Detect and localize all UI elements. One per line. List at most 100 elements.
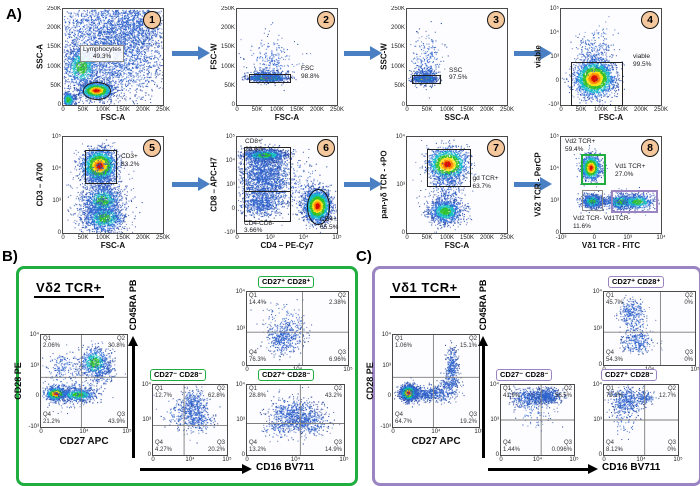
scatter-canvas [604,292,695,365]
x-axis-tick: 250K [653,106,668,113]
panel-a-label: A) [6,6,22,23]
x-axis-tick: 50K [421,234,433,241]
y-axis-tick: 10⁴ [29,332,39,338]
quadrant-label: Q4 13.2% [249,440,267,454]
quadrant-label: Q2 12.7% [658,386,676,399]
y-axis-tick: 0 [231,206,235,212]
quadrant-label: Q1 2.06% [43,336,61,349]
quadrant-label: Q4 54.3% [606,350,624,364]
y-axis-label: pan-γδ TCR - +PO [379,150,389,219]
y-axis-tick: 10³ [550,198,559,204]
gate-ellipse [306,188,330,226]
x-axis-tick: 10⁴ [656,234,666,241]
x-axis-tick: 200K [479,234,494,241]
scatter-canvas [153,385,227,455]
gating-step-badge: 5 [143,139,161,157]
quadrant-label: Q1 45.7% [606,293,624,306]
quadrant-label: Q3 14.9% [324,440,342,454]
gate-label: Vd1 TCR+ 27.0% [615,162,646,178]
gate-label: Vd2 TCR+ 59.4% [565,138,596,154]
plot-a5-cd3: CD3+ 83.2% 0 50K 100K 150K 200K 250K 10⁵ 10⁴ 10³ 0… [36,134,171,250]
y-axis-tick: 200K [390,25,405,32]
x-axis-label: FSC-A [598,113,624,122]
y-axis-label: CD28 PE [13,362,23,400]
y-axis-tick: 10³ [236,325,245,332]
gate-rect [581,190,603,211]
y-axis-tick: 0 [241,362,245,368]
panel-b-label: B) [2,248,18,265]
gate-label: CD4+ 65.5% [320,215,339,231]
y-axis-tick: 10³ [593,417,602,423]
x-axis-label: CD4 – PE-Cy7 [260,241,314,250]
y-axis-tick: 10³ [490,417,499,423]
x-axis-tick: 10⁵ [343,366,353,373]
plot-b-cd27neg-cd28neg: Q1 12.7% Q2 62.8% Q3 20.2% Q4 4.27% 0 10⁴ 10⁵ 1… [142,382,232,463]
x-axis-tick: 10⁴ [79,428,89,435]
x-axis-tick: 250K [499,234,514,241]
gating-step-badge: 6 [317,139,335,157]
y-axis-tick: -10³ [224,230,235,236]
x-axis-tick: 10⁵ [569,456,579,463]
quadrant-label: Q3 19.2% [459,412,477,426]
x-axis-tick: 200K [633,106,648,113]
x-axis-tick: 10⁵ [474,428,484,435]
panel-c-label: C) [356,248,372,265]
cd16-axis-label-c: CD16 BV711 [602,462,661,473]
plot-c-cd27pos-cd28neg: Q1 79.2% Q2 12.7% Q3 0% Q4 8.12% 0 10⁴ 10⁵ 10⁴ 1… [593,382,683,463]
x-axis-tick: 10⁵ [222,456,232,463]
x-axis-tick: 10⁴ [636,456,646,463]
plot-b-cd27pos-cd28neg: Q1 28.8% Q2 43.2% Q3 14.9% Q4 13.2% 0 10⁴ 10⁵ 1… [236,382,349,463]
flow-arrow-7-8 [514,177,552,191]
x-axis-tick: 10⁵ [122,428,132,435]
quadrant-label: Q3 20.2% [207,440,225,454]
y-axis-tick: 150K [220,44,235,51]
y-axis-label: FSC-W [209,43,219,70]
quadrant-label: Q3 0.096% [551,440,572,454]
gate-rect [411,75,441,84]
y-axis-tick: 10³ [236,417,245,423]
gating-step-badge: 3 [487,11,505,29]
y-axis-tick: 0 [555,230,559,236]
x-axis-tick: 0 [602,456,606,463]
x-axis-label: FSC-A [100,113,126,122]
x-axis-tick: 100K [95,234,110,241]
gating-step-badge: 1 [143,11,161,29]
x-axis-tick: 100K [269,106,284,113]
y-axis-tick: 50K [224,82,235,89]
y-axis-tick: 0 [387,393,391,400]
y-axis-tick: 100K [220,63,235,70]
y-axis-tick: 0 [231,102,235,108]
x-axis-tick: 250K [329,106,344,113]
cd16-axis-label-b: CD16 BV711 [256,462,315,473]
y-axis-tick: 10³ [142,417,151,423]
y-axis-label: SSC-A [35,44,45,69]
gate-label: CD8+ 28.6% [245,138,264,154]
y-axis-label: SSC-W [379,43,389,70]
y-axis-tick: 10⁴ [549,30,559,36]
gate-label: Vd2 TCR- Vd1TCR- 11.6% [573,215,631,231]
x-axis-tick: 50K [77,234,89,241]
y-axis-tick: 250K [390,6,405,12]
gate-rect [84,149,117,184]
panel-c-title: Vδ1 TCR+ [390,280,460,298]
x-axis-tick: 0 [245,456,249,463]
x-axis-tick: 50K [77,106,89,113]
flow-arrow-1-2 [172,46,210,60]
x-axis-tick: 50K [421,106,433,113]
plot-a2-fsc-singlets: FSC 98.8% 0 50K 100K 150K 200K 250K 250K 200K 150… [210,6,345,122]
x-axis-tick: 10⁵ [673,456,683,463]
cd16-axis-arrow-c [488,464,598,475]
y-axis-tick: 10⁴ [592,382,602,388]
y-axis-label: viable [533,45,543,68]
x-axis-tick: 150K [115,234,130,241]
x-axis-tick: 0 [559,106,563,113]
x-axis-tick: 50K [251,106,263,113]
x-axis-tick: 150K [289,106,304,113]
x-axis-tick: 100K [95,106,110,113]
x-axis-tick: 250K [155,234,170,241]
y-axis-tick: 10⁵ [549,6,559,12]
subset-label-b-sp: CD27⁺ CD28⁻ [258,369,315,381]
quadrant-label: Q3 0% [667,440,676,454]
y-axis-tick: 10³ [30,362,39,369]
